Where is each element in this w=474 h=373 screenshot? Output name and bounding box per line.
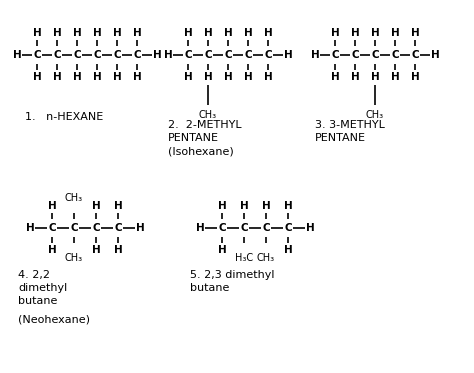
Text: 4. 2,2: 4. 2,2 <box>18 270 50 280</box>
Text: C: C <box>218 223 226 233</box>
Text: H: H <box>264 28 273 38</box>
Text: H: H <box>306 223 314 233</box>
Text: H: H <box>410 72 419 82</box>
Text: C: C <box>391 50 399 60</box>
Text: C: C <box>204 50 212 60</box>
Text: H: H <box>114 245 122 255</box>
Text: H: H <box>133 72 141 82</box>
Text: C: C <box>240 223 248 233</box>
Text: H: H <box>244 72 252 82</box>
Text: PENTANE: PENTANE <box>315 133 366 143</box>
Text: H: H <box>91 201 100 211</box>
Text: H: H <box>164 50 173 60</box>
Text: H: H <box>283 245 292 255</box>
Text: H: H <box>371 72 379 82</box>
Text: C: C <box>48 223 56 233</box>
Text: H: H <box>73 28 82 38</box>
Text: H: H <box>196 223 204 233</box>
Text: CH₃: CH₃ <box>65 253 83 263</box>
Text: H: H <box>183 28 192 38</box>
Text: H: H <box>113 28 121 38</box>
Text: C: C <box>224 50 232 60</box>
Text: H: H <box>133 28 141 38</box>
Text: H: H <box>114 201 122 211</box>
Text: H₃C: H₃C <box>235 253 253 263</box>
Text: dimethyl: dimethyl <box>18 283 67 293</box>
Text: CH₃: CH₃ <box>366 110 384 120</box>
Text: H: H <box>283 201 292 211</box>
Text: C: C <box>264 50 272 60</box>
Text: H: H <box>47 201 56 211</box>
Text: H: H <box>262 201 270 211</box>
Text: H: H <box>136 223 145 233</box>
Text: H: H <box>47 245 56 255</box>
Text: H: H <box>351 72 359 82</box>
Text: butane: butane <box>190 283 229 293</box>
Text: (Isohexane): (Isohexane) <box>168 146 234 156</box>
Text: C: C <box>351 50 359 60</box>
Text: C: C <box>331 50 339 60</box>
Text: C: C <box>262 223 270 233</box>
Text: H: H <box>91 245 100 255</box>
Text: H: H <box>33 72 41 82</box>
Text: H: H <box>224 28 232 38</box>
Text: H: H <box>26 223 35 233</box>
Text: H: H <box>371 28 379 38</box>
Text: H: H <box>264 72 273 82</box>
Text: C: C <box>53 50 61 60</box>
Text: CH₃: CH₃ <box>199 110 217 120</box>
Text: H: H <box>283 50 292 60</box>
Text: C: C <box>70 223 78 233</box>
Text: C: C <box>73 50 81 60</box>
Text: H: H <box>331 28 339 38</box>
Text: C: C <box>114 223 122 233</box>
Text: H: H <box>310 50 319 60</box>
Text: 1.   n-HEXANE: 1. n-HEXANE <box>25 112 103 122</box>
Text: H: H <box>430 50 439 60</box>
Text: 5. 2,3 dimethyl: 5. 2,3 dimethyl <box>190 270 274 280</box>
Text: C: C <box>244 50 252 60</box>
Text: H: H <box>244 28 252 38</box>
Text: H: H <box>218 245 227 255</box>
Text: H: H <box>391 72 400 82</box>
Text: H: H <box>224 72 232 82</box>
Text: H: H <box>13 50 21 60</box>
Text: (Neohexane): (Neohexane) <box>18 315 90 325</box>
Text: H: H <box>331 72 339 82</box>
Text: H: H <box>113 72 121 82</box>
Text: C: C <box>93 50 101 60</box>
Text: C: C <box>411 50 419 60</box>
Text: butane: butane <box>18 296 57 306</box>
Text: C: C <box>184 50 192 60</box>
Text: H: H <box>391 28 400 38</box>
Text: C: C <box>133 50 141 60</box>
Text: H: H <box>351 28 359 38</box>
Text: H: H <box>204 28 212 38</box>
Text: H: H <box>92 72 101 82</box>
Text: CH₃: CH₃ <box>257 253 275 263</box>
Text: C: C <box>371 50 379 60</box>
Text: CH₃: CH₃ <box>65 193 83 203</box>
Text: H: H <box>218 201 227 211</box>
Text: C: C <box>33 50 41 60</box>
Text: H: H <box>92 28 101 38</box>
Text: 3. 3-METHYL: 3. 3-METHYL <box>315 120 385 130</box>
Text: PENTANE: PENTANE <box>168 133 219 143</box>
Text: H: H <box>240 201 248 211</box>
Text: C: C <box>284 223 292 233</box>
Text: H: H <box>53 72 61 82</box>
Text: H: H <box>33 28 41 38</box>
Text: C: C <box>113 50 121 60</box>
Text: H: H <box>53 28 61 38</box>
Text: H: H <box>73 72 82 82</box>
Text: H: H <box>410 28 419 38</box>
Text: H: H <box>153 50 161 60</box>
Text: H: H <box>204 72 212 82</box>
Text: 2.  2-METHYL: 2. 2-METHYL <box>168 120 242 130</box>
Text: C: C <box>92 223 100 233</box>
Text: H: H <box>183 72 192 82</box>
